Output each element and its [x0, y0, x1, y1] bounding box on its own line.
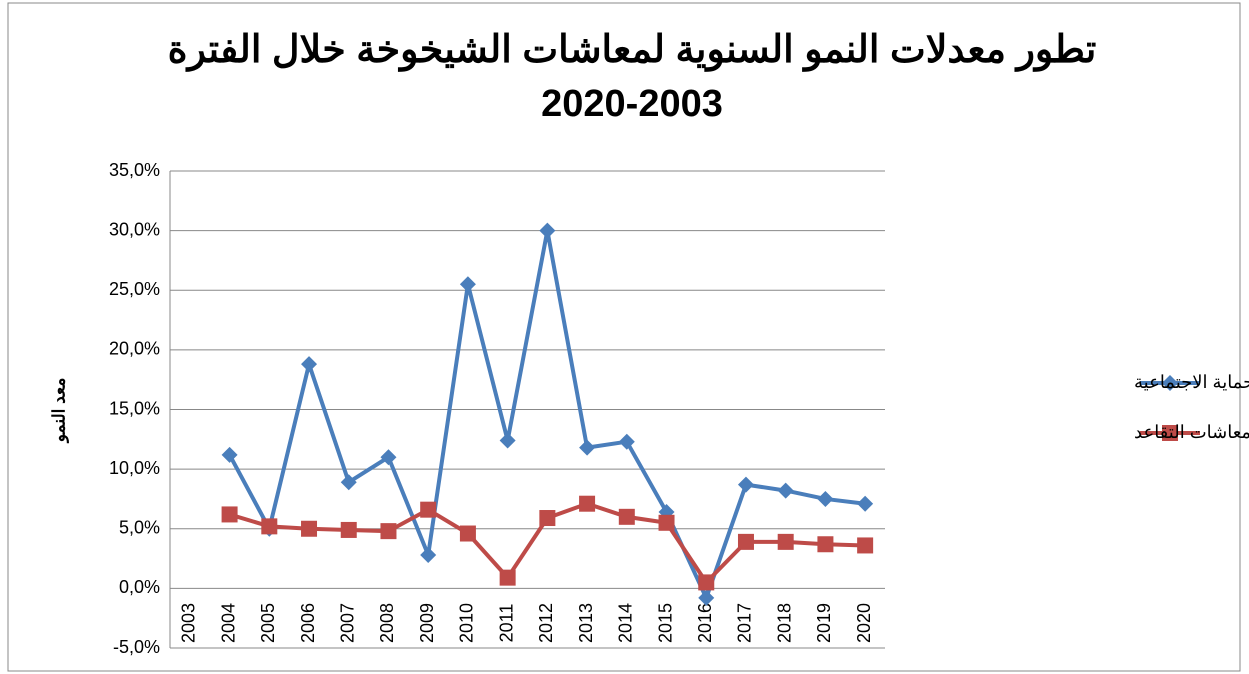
x-tick-label: 2004 — [218, 603, 238, 643]
data-point — [618, 508, 635, 525]
legend-marker — [1162, 425, 1178, 441]
legend-label: معدل نمو الحماية الاجتماعية — [1134, 372, 1249, 393]
data-point — [301, 356, 318, 373]
data-point — [658, 514, 675, 531]
y-tick-label: 15,0% — [109, 398, 160, 418]
data-point — [737, 476, 754, 493]
data-point — [380, 523, 397, 540]
data-point — [817, 536, 834, 553]
data-point — [579, 439, 596, 456]
y-axis-title: معد النمو — [49, 378, 69, 445]
data-point — [698, 589, 715, 606]
data-point — [539, 510, 556, 527]
data-point — [380, 449, 397, 466]
data-point — [857, 495, 874, 512]
data-point — [340, 521, 357, 538]
data-point — [618, 433, 635, 450]
data-point — [420, 501, 437, 518]
x-tick-label: 2019 — [814, 603, 834, 643]
data-point — [459, 276, 476, 293]
y-tick-label: 0,0% — [119, 577, 160, 597]
data-point — [857, 537, 874, 554]
data-point — [459, 525, 476, 542]
y-tick-label: 5,0% — [119, 518, 160, 538]
data-point — [817, 490, 834, 507]
data-point — [777, 533, 794, 550]
x-tick-label: 2009 — [417, 603, 437, 643]
data-point — [301, 520, 318, 537]
x-tick-label: 2007 — [338, 603, 358, 643]
legend-marker — [1162, 375, 1178, 391]
data-point — [539, 222, 556, 239]
y-tick-label: 35,0% — [109, 160, 160, 180]
data-point — [579, 495, 596, 512]
x-tick-label: 2011 — [496, 604, 516, 643]
data-point — [698, 574, 715, 591]
y-tick-label: -5,0% — [113, 637, 160, 657]
x-tick-label: 2016 — [695, 603, 715, 643]
x-tick-label: 2015 — [655, 603, 675, 643]
data-point — [737, 533, 754, 550]
data-point — [499, 569, 516, 586]
x-tick-label: 2018 — [774, 603, 794, 643]
data-point — [261, 518, 278, 535]
y-tick-label: 25,0% — [109, 279, 160, 299]
x-tick-label: 2010 — [457, 603, 477, 643]
chart-border — [7, 2, 1241, 672]
legend-label: معدل نمو معاشات التقاعد — [1134, 422, 1249, 443]
data-point — [420, 546, 437, 563]
data-point — [340, 474, 357, 491]
x-tick-label: 2003 — [179, 603, 199, 643]
data-point — [221, 506, 238, 523]
x-tick-label: 2006 — [298, 603, 318, 643]
data-point — [777, 482, 794, 499]
data-point — [221, 446, 238, 463]
chart-title: تطور معدلات النمو السنوية لمعاشات الشيخو… — [168, 29, 1097, 72]
chart-title: 2020-2003 — [541, 83, 723, 125]
x-tick-label: 2017 — [735, 603, 755, 643]
x-tick-label: 2005 — [258, 603, 278, 643]
x-tick-label: 2014 — [616, 603, 636, 643]
y-tick-label: 10,0% — [109, 458, 160, 478]
x-tick-label: 2012 — [536, 603, 556, 643]
x-tick-label: 2013 — [576, 603, 596, 643]
y-tick-label: 30,0% — [109, 219, 160, 239]
y-tick-label: 20,0% — [109, 339, 160, 359]
x-tick-label: 2020 — [854, 603, 874, 643]
x-tick-label: 2008 — [377, 603, 397, 643]
data-point — [499, 432, 516, 449]
